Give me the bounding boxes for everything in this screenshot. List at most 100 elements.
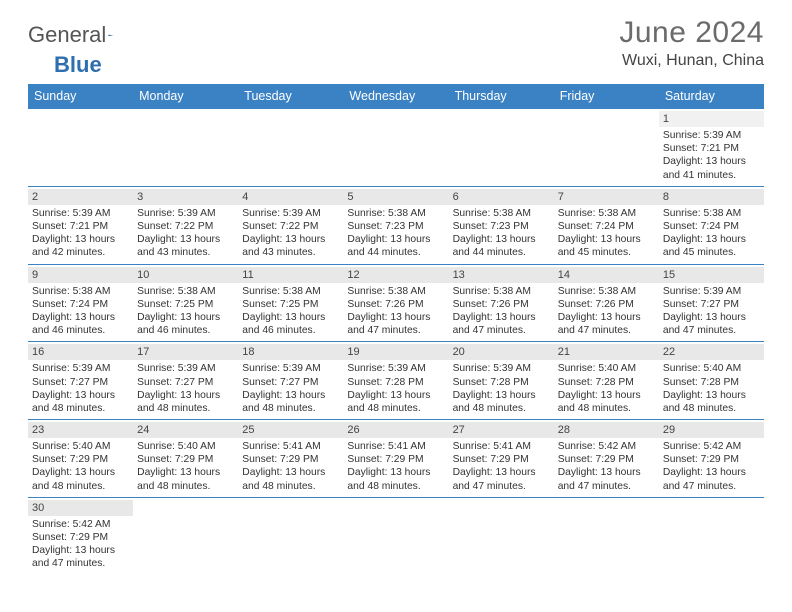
sunrise-text: Sunrise: 5:38 AM [453, 285, 550, 298]
daylight-text: and 44 minutes. [347, 246, 444, 259]
flag-icon [108, 26, 114, 44]
day-number: 17 [133, 344, 238, 360]
sunset-text: Sunset: 7:29 PM [242, 453, 339, 466]
daylight-text: and 44 minutes. [453, 246, 550, 259]
day-number: 8 [659, 189, 764, 205]
daylight-text: and 48 minutes. [137, 402, 234, 415]
day-number: 26 [343, 422, 448, 438]
sunrise-text: Sunrise: 5:40 AM [558, 362, 655, 375]
daylight-text: Daylight: 13 hours [558, 389, 655, 402]
daylight-text: and 47 minutes. [663, 324, 760, 337]
day-number: 20 [449, 344, 554, 360]
weekday-header: Saturday [659, 84, 764, 109]
calendar-cell: 14Sunrise: 5:38 AMSunset: 7:26 PMDayligh… [554, 265, 659, 343]
sunrise-text: Sunrise: 5:40 AM [32, 440, 129, 453]
sunset-text: Sunset: 7:29 PM [32, 453, 129, 466]
sunrise-text: Sunrise: 5:42 AM [558, 440, 655, 453]
sunset-text: Sunset: 7:27 PM [242, 376, 339, 389]
sunset-text: Sunset: 7:29 PM [663, 453, 760, 466]
page-header: General June 2024 Wuxi, Hunan, China [0, 0, 792, 76]
sunrise-text: Sunrise: 5:42 AM [32, 518, 129, 531]
day-number: 29 [659, 422, 764, 438]
calendar-cell: . [554, 498, 659, 575]
sunset-text: Sunset: 7:28 PM [347, 376, 444, 389]
day-number: 16 [28, 344, 133, 360]
location-text: Wuxi, Hunan, China [619, 52, 764, 70]
sunrise-text: Sunrise: 5:42 AM [663, 440, 760, 453]
sunset-text: Sunset: 7:22 PM [137, 220, 234, 233]
sunset-text: Sunset: 7:27 PM [137, 376, 234, 389]
calendar-cell: . [238, 498, 343, 575]
sunrise-text: Sunrise: 5:41 AM [242, 440, 339, 453]
sunrise-text: Sunrise: 5:38 AM [558, 207, 655, 220]
daylight-text: Daylight: 13 hours [558, 233, 655, 246]
day-number: 24 [133, 422, 238, 438]
daylight-text: and 48 minutes. [347, 402, 444, 415]
daylight-text: and 48 minutes. [453, 402, 550, 415]
calendar-cell: 28Sunrise: 5:42 AMSunset: 7:29 PMDayligh… [554, 420, 659, 498]
sunset-text: Sunset: 7:28 PM [558, 376, 655, 389]
calendar-cell: 2Sunrise: 5:39 AMSunset: 7:21 PMDaylight… [28, 187, 133, 265]
sunrise-text: Sunrise: 5:38 AM [558, 285, 655, 298]
sunrise-text: Sunrise: 5:39 AM [137, 362, 234, 375]
calendar-body: ...... 1Sunrise: 5:39 AMSunset: 7:21 PMDa… [28, 109, 764, 575]
daylight-text: and 48 minutes. [242, 480, 339, 493]
day-number: 4 [238, 189, 343, 205]
weekday-header: Thursday [449, 84, 554, 109]
sunset-text: Sunset: 7:28 PM [663, 376, 760, 389]
sunset-text: Sunset: 7:26 PM [558, 298, 655, 311]
daylight-text: and 47 minutes. [558, 324, 655, 337]
calendar-cell: . [659, 498, 764, 575]
calendar-cell: 24Sunrise: 5:40 AMSunset: 7:29 PMDayligh… [133, 420, 238, 498]
calendar-cell: 16Sunrise: 5:39 AMSunset: 7:27 PMDayligh… [28, 342, 133, 420]
calendar-cell: 27Sunrise: 5:41 AMSunset: 7:29 PMDayligh… [449, 420, 554, 498]
calendar-cell: 1Sunrise: 5:39 AMSunset: 7:21 PMDaylight… [659, 109, 764, 187]
weekday-header: Friday [554, 84, 659, 109]
sunrise-text: Sunrise: 5:39 AM [663, 285, 760, 298]
calendar-cell: . [343, 109, 448, 187]
daylight-text: and 47 minutes. [347, 324, 444, 337]
calendar-cell: 18Sunrise: 5:39 AMSunset: 7:27 PMDayligh… [238, 342, 343, 420]
sunrise-text: Sunrise: 5:38 AM [32, 285, 129, 298]
sunrise-text: Sunrise: 5:38 AM [663, 207, 760, 220]
day-number: 7 [554, 189, 659, 205]
daylight-text: Daylight: 13 hours [558, 466, 655, 479]
weekday-header: Wednesday [343, 84, 448, 109]
day-number: 28 [554, 422, 659, 438]
weekday-header: Sunday [28, 84, 133, 109]
month-title: June 2024 [619, 16, 764, 50]
daylight-text: and 42 minutes. [32, 246, 129, 259]
daylight-text: and 48 minutes. [137, 480, 234, 493]
calendar-cell: 4Sunrise: 5:39 AMSunset: 7:22 PMDaylight… [238, 187, 343, 265]
sunrise-text: Sunrise: 5:39 AM [242, 362, 339, 375]
daylight-text: Daylight: 13 hours [453, 466, 550, 479]
daylight-text: and 48 minutes. [663, 402, 760, 415]
day-number: 3 [133, 189, 238, 205]
calendar-cell: 5Sunrise: 5:38 AMSunset: 7:23 PMDaylight… [343, 187, 448, 265]
weekday-header: Tuesday [238, 84, 343, 109]
daylight-text: Daylight: 13 hours [242, 233, 339, 246]
daylight-text: Daylight: 13 hours [137, 311, 234, 324]
sunset-text: Sunset: 7:21 PM [663, 142, 760, 155]
calendar-cell: 11Sunrise: 5:38 AMSunset: 7:25 PMDayligh… [238, 265, 343, 343]
calendar-cell: . [449, 498, 554, 575]
daylight-text: and 47 minutes. [453, 324, 550, 337]
sunrise-text: Sunrise: 5:39 AM [663, 129, 760, 142]
daylight-text: and 47 minutes. [453, 480, 550, 493]
daylight-text: Daylight: 13 hours [32, 311, 129, 324]
day-number: 11 [238, 267, 343, 283]
daylight-text: and 43 minutes. [137, 246, 234, 259]
daylight-text: and 48 minutes. [347, 480, 444, 493]
daylight-text: and 45 minutes. [558, 246, 655, 259]
day-number: 18 [238, 344, 343, 360]
day-number: 9 [28, 267, 133, 283]
calendar-cell: . [343, 498, 448, 575]
daylight-text: Daylight: 13 hours [347, 466, 444, 479]
sunrise-text: Sunrise: 5:38 AM [347, 285, 444, 298]
day-number: 22 [659, 344, 764, 360]
calendar-cell: 19Sunrise: 5:39 AMSunset: 7:28 PMDayligh… [343, 342, 448, 420]
daylight-text: and 48 minutes. [32, 402, 129, 415]
sunrise-text: Sunrise: 5:41 AM [453, 440, 550, 453]
daylight-text: Daylight: 13 hours [32, 466, 129, 479]
sunrise-text: Sunrise: 5:39 AM [453, 362, 550, 375]
